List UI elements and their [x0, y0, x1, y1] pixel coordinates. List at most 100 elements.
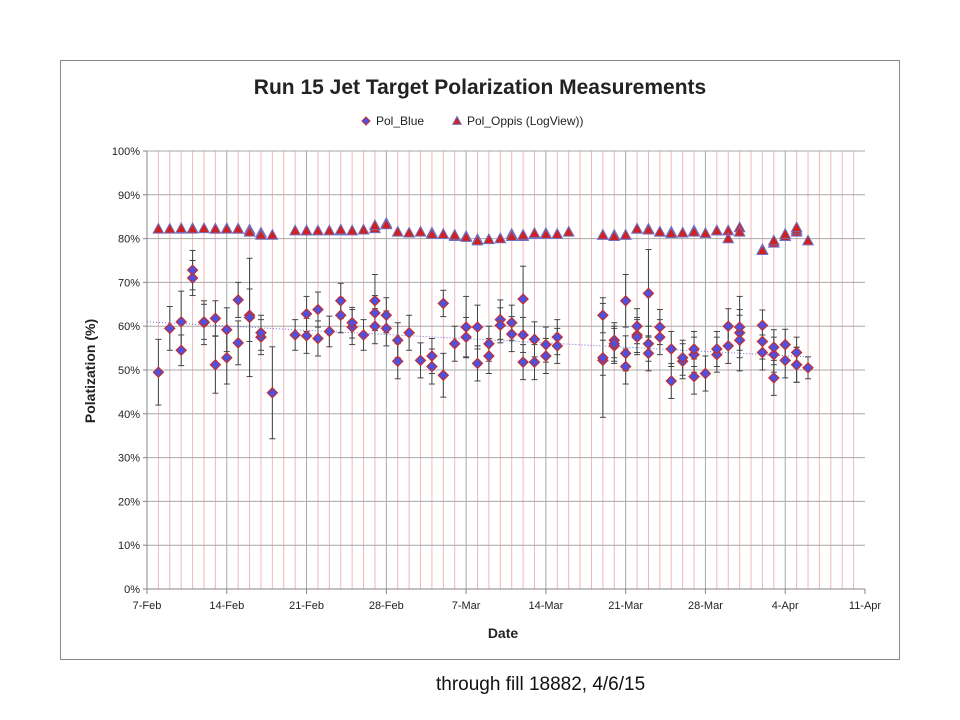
pol-blue-point	[710, 343, 723, 355]
y-tick-label: 90%	[118, 190, 140, 202]
pol-blue-point	[722, 340, 735, 352]
pol-oppis-point	[175, 221, 188, 234]
pol-oppis-point	[471, 234, 484, 246]
pol-blue-point	[779, 354, 792, 367]
pol-oppis-point	[437, 227, 450, 239]
y-tick-label: 40%	[118, 409, 140, 421]
pol-blue-point	[619, 294, 632, 307]
legend-pol-blue-marker	[361, 116, 371, 126]
pol-oppis-point	[254, 228, 268, 240]
pol-oppis-point	[676, 226, 689, 238]
pol-oppis-point	[368, 218, 382, 231]
pol-blue-point	[448, 337, 461, 350]
pol-blue-point	[312, 303, 324, 316]
legend-pol-oppis-label: Pol_Oppis (LogView))	[467, 114, 584, 128]
pol-oppis-point	[710, 224, 723, 236]
pol-oppis-point	[642, 223, 655, 235]
pol-blue-point	[756, 319, 769, 332]
pol-blue-point	[688, 343, 700, 355]
pol-blue-point	[471, 357, 484, 370]
pol-oppis-point	[425, 227, 438, 239]
pol-oppis-point	[608, 229, 621, 242]
pol-blue-point	[722, 320, 735, 333]
pol-oppis-point	[220, 222, 233, 234]
pol-oppis-point	[289, 224, 302, 236]
pol-blue-point	[494, 319, 507, 332]
x-tick-label: 7-Feb	[133, 600, 162, 612]
pol-blue-point	[186, 272, 199, 284]
pol-oppis-point	[494, 232, 507, 244]
pol-oppis-point	[334, 223, 347, 235]
pol-oppis-point	[346, 224, 359, 236]
y-tick-label: 30%	[118, 453, 140, 465]
pol-blue-point	[243, 311, 256, 324]
pol-oppis-point	[665, 226, 678, 238]
pol-blue-point	[517, 293, 529, 305]
pol-oppis-point	[767, 234, 780, 246]
pol-blue-point	[517, 356, 529, 368]
x-tick-label: 14-Mar	[528, 600, 563, 612]
x-tick-label: 28-Mar	[688, 600, 723, 612]
x-tick-label: 11-Apr	[849, 600, 882, 612]
y-tick-label: 50%	[118, 365, 140, 377]
pol-oppis-point	[790, 221, 803, 233]
pol-oppis-point	[779, 227, 792, 239]
x-tick-label: 21-Mar	[608, 600, 643, 612]
pol-blue-point	[676, 351, 689, 364]
y-tick-label: 10%	[118, 540, 140, 552]
pol-blue-point	[323, 325, 336, 338]
pol-blue-point	[505, 328, 518, 340]
pol-oppis-point	[722, 232, 735, 244]
pol-oppis-point	[380, 218, 393, 230]
x-tick-label: 4-Apr	[772, 600, 799, 612]
y-tick-label: 80%	[118, 234, 140, 246]
y-tick-label: 0%	[124, 584, 140, 596]
pol-blue-point	[642, 287, 655, 300]
y-tick-label: 70%	[118, 277, 140, 289]
pol-oppis-point	[733, 225, 746, 237]
pol-blue-point	[414, 354, 427, 367]
pol-blue-point	[380, 322, 393, 335]
pol-blue-point	[426, 350, 438, 362]
pol-blue-point	[175, 315, 188, 328]
pol-blue-point	[346, 316, 358, 329]
pol-blue-point	[767, 372, 780, 384]
pol-blue-point	[220, 323, 233, 336]
pol-blue-point	[790, 346, 803, 359]
pol-blue-point	[551, 340, 564, 352]
footnote: through fill 18882, 4/6/15	[436, 674, 646, 695]
pol-blue-point	[220, 351, 233, 364]
axes: 0% 10% 20% 30% 40% 50% 60% 70% 80% 90% 100% 7-Feb 14…	[112, 146, 882, 612]
pol-blue-point	[255, 326, 267, 339]
pol-blue-point	[733, 321, 746, 333]
pol-blue-point	[163, 322, 176, 335]
pol-oppis-point	[448, 228, 461, 240]
pol-blue-point	[437, 297, 450, 310]
y-axis-title: Polatization (%)	[82, 319, 98, 423]
pol-oppis-point	[539, 227, 552, 239]
pol-oppis-point	[197, 221, 211, 234]
pol-blue-point	[152, 366, 165, 379]
pol-blue-point	[369, 307, 381, 319]
y-tick-label: 20%	[118, 496, 140, 508]
pol-blue-point	[790, 358, 803, 371]
y-tick-label: 60%	[118, 321, 140, 333]
legend-pol-oppis-marker	[451, 115, 463, 125]
pol-oppis-point	[414, 225, 427, 237]
pol-oppis-point	[801, 234, 815, 246]
pol-blue-point	[312, 332, 324, 345]
pol-blue-point	[232, 294, 245, 306]
chart-title: Run 15 Jet Target Polarization Measureme…	[254, 76, 706, 99]
pol-oppis-point	[243, 225, 256, 237]
pol-blue-point	[779, 338, 792, 351]
pol-blue-point	[756, 346, 769, 359]
pol-blue-point	[665, 343, 678, 355]
pol-blue-point	[483, 337, 495, 350]
pol-oppis-point	[482, 232, 495, 245]
x-tick-label: 21-Feb	[289, 600, 324, 612]
pol-blue-point	[699, 367, 712, 380]
pol-blue-point	[756, 335, 769, 348]
pol-blue-point	[198, 315, 210, 328]
pol-blue-point	[426, 360, 438, 373]
pol-oppis-point	[311, 224, 325, 236]
